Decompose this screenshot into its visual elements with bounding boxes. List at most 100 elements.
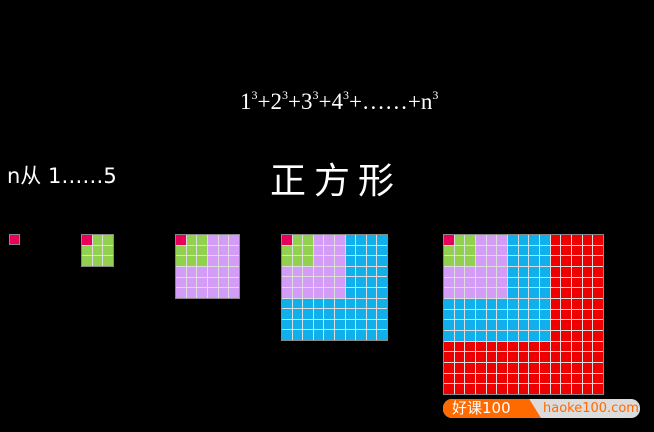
grid-cell-layer-4 <box>313 309 324 319</box>
grid-cell-layer-5 <box>550 352 561 362</box>
grid-cell-layer-5 <box>550 256 561 266</box>
grid-cell-layer-5 <box>593 267 603 277</box>
grid-cell-layer-5 <box>582 288 593 298</box>
grid-cell-layer-3 <box>497 256 507 266</box>
grid-cell-layer-4 <box>540 267 550 277</box>
square-n5 <box>443 234 604 395</box>
grid-cell-layer-5 <box>454 352 465 362</box>
grid-cell-layer-3 <box>465 267 475 277</box>
grid-cell-layer-5 <box>582 384 593 394</box>
grid-cell-layer-4 <box>508 245 518 256</box>
grid-cell-layer-4 <box>508 288 518 298</box>
grid-cell-layer-3 <box>476 288 486 298</box>
grid-cell-layer-4 <box>335 330 345 340</box>
grid-cell-layer-4 <box>444 309 454 320</box>
grid-cell-layer-5 <box>582 373 593 384</box>
grid-cell-layer-2 <box>303 256 313 266</box>
grid-cell-layer-3 <box>218 245 229 256</box>
grid-cell-layer-2 <box>465 256 475 266</box>
grid-cell-layer-2 <box>454 256 465 266</box>
grid-cell-layer-4 <box>540 309 550 320</box>
grid-cell-layer-5 <box>550 245 561 256</box>
grid-cell-layer-3 <box>176 267 186 277</box>
grid-cell-layer-5 <box>582 277 593 288</box>
grid-cell-layer-3 <box>208 288 218 298</box>
grid-cell-layer-2 <box>92 256 103 266</box>
grid-cell-layer-4 <box>454 309 465 320</box>
grid-cell-layer-4 <box>540 299 550 309</box>
grid-cell-layer-1 <box>282 235 292 245</box>
grid-cell-layer-5 <box>540 384 550 394</box>
grid-cell-layer-5 <box>572 277 582 288</box>
grid-cell-layer-5 <box>582 299 593 309</box>
grid-cell-layer-5 <box>561 384 571 394</box>
grid-cell-layer-4 <box>486 309 497 320</box>
grid-cell-layer-3 <box>197 288 207 298</box>
grid-cell-layer-3 <box>324 288 334 298</box>
grid-cell-layer-3 <box>497 288 507 298</box>
grid-cell-layer-2 <box>444 256 454 266</box>
square-n2 <box>81 234 114 267</box>
grid-cell-layer-3 <box>486 267 497 277</box>
grid-cell-layer-3 <box>324 235 334 245</box>
grid-cell-layer-5 <box>550 288 561 298</box>
grid-cell-layer-5 <box>529 384 539 394</box>
grid-cell-layer-4 <box>540 277 550 288</box>
grid-cell-layer-5 <box>572 309 582 320</box>
grid-cell-layer-3 <box>229 256 239 266</box>
grid-cell-layer-3 <box>186 277 197 288</box>
grid-cell-layer-2 <box>282 245 292 256</box>
grid-cell-layer-4 <box>377 266 387 277</box>
grid-cell-layer-3 <box>218 235 229 245</box>
grid-cell-layer-4 <box>356 309 366 319</box>
grid-cell-layer-3 <box>454 277 465 288</box>
grid-cell-layer-4 <box>324 309 334 319</box>
grid-cell-layer-3 <box>303 266 313 277</box>
grid-cell-layer-5 <box>518 352 529 362</box>
grid-cell-layer-4 <box>465 309 475 320</box>
grid-cell-layer-5 <box>529 373 539 384</box>
grid-cell-layer-4 <box>508 277 518 288</box>
grid-cell-layer-5 <box>508 384 518 394</box>
grid-cell-layer-2 <box>454 235 465 245</box>
grid-cell-layer-5 <box>444 373 454 384</box>
grid-cell-layer-3 <box>303 277 313 287</box>
grid-cell-layer-3 <box>229 277 239 288</box>
grid-cell-layer-4 <box>444 299 454 309</box>
grid-cell-layer-4 <box>529 309 539 320</box>
grid-cell-layer-5 <box>454 341 465 352</box>
grid-cell-layer-3 <box>486 277 497 288</box>
grid-cell-layer-3 <box>208 267 218 277</box>
grid-cell-layer-5 <box>582 363 593 373</box>
grid-cell-layer-5 <box>593 363 603 373</box>
grid-cell-layer-4 <box>356 266 366 277</box>
grid-cell-layer-4 <box>335 309 345 319</box>
grid-cell-layer-4 <box>366 277 377 287</box>
grid-cell-layer-4 <box>518 309 529 320</box>
grid-cell-layer-4 <box>292 298 303 309</box>
grid-cell-layer-3 <box>486 235 497 245</box>
grid-cell-layer-5 <box>561 277 571 288</box>
grid-cell-layer-4 <box>345 277 356 287</box>
grid-cell-layer-3 <box>335 266 345 277</box>
grid-cell-layer-4 <box>377 330 387 340</box>
grid-cell-layer-3 <box>335 235 345 245</box>
grid-cell-layer-4 <box>345 309 356 319</box>
grid-cell-layer-5 <box>561 373 571 384</box>
grid-cell-layer-2 <box>292 235 303 245</box>
range-label: n从 1……5 <box>7 164 117 188</box>
grid-cell-layer-5 <box>572 288 582 298</box>
grid-cell-layer-4 <box>335 298 345 309</box>
grid-cell-layer-2 <box>92 235 103 245</box>
grid-cell-layer-4 <box>324 330 334 340</box>
grid-cell-layer-4 <box>282 309 292 319</box>
grid-cell-layer-3 <box>486 245 497 256</box>
grid-cell-layer-5 <box>572 384 582 394</box>
grid-cell-layer-3 <box>465 288 475 298</box>
grid-cell-layer-5 <box>540 363 550 373</box>
grid-cell-layer-4 <box>465 331 475 341</box>
grid-cell-layer-5 <box>518 384 529 394</box>
grid-cell-layer-4 <box>476 299 486 309</box>
watermark: 好课100 haoke100.com <box>443 399 640 418</box>
grid-cell-layer-4 <box>529 299 539 309</box>
